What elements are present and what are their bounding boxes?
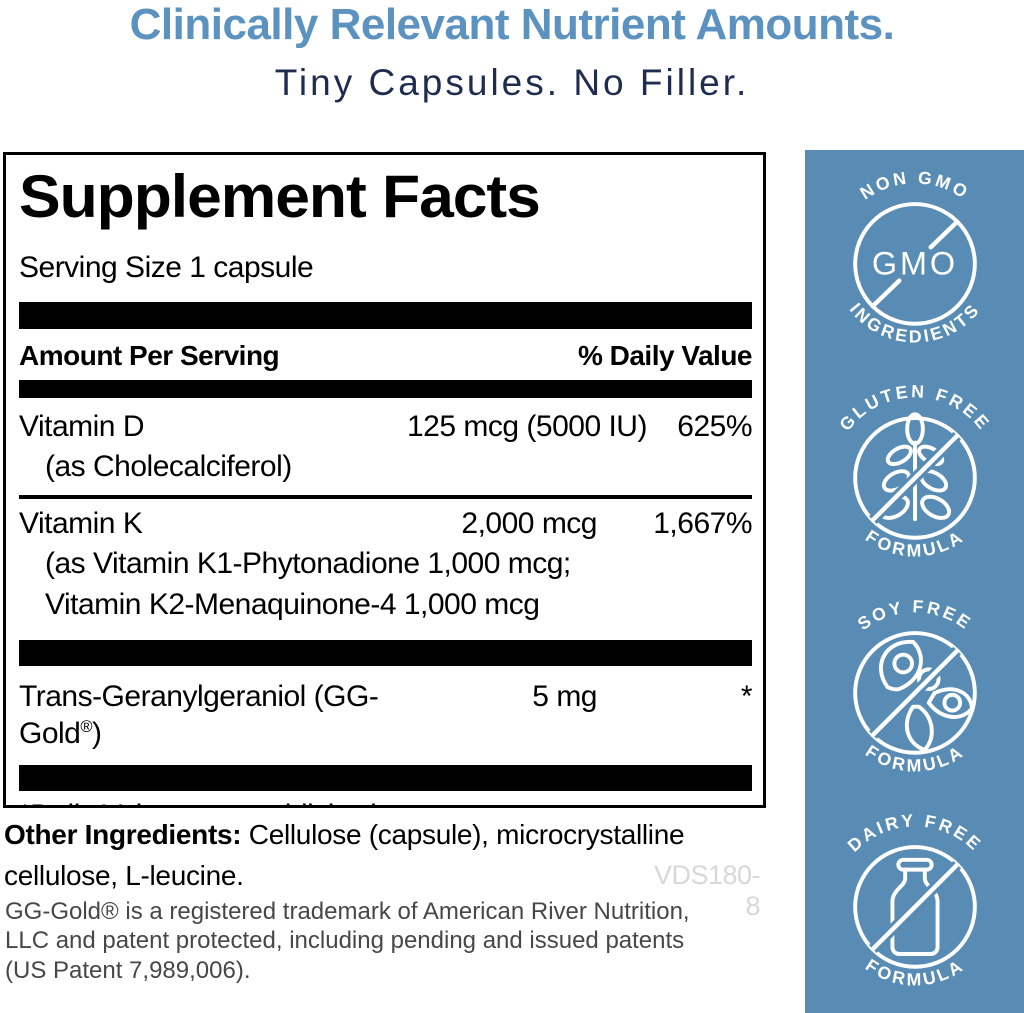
supplement-facts-panel: Supplement Facts Serving Size 1 capsule …: [3, 152, 766, 808]
headline: Clinically Relevant Nutrient Amounts.: [129, 0, 895, 49]
dairy-free-badge: DAIRY FREE FORMULA: [843, 810, 983, 990]
milk-bottle-slash-icon: [852, 844, 977, 969]
trademark-line: (US Patent 7,989,006).: [5, 956, 251, 984]
table-row-vitamin-d: Vitamin D 125 mcg (5000 IU) 625%: [19, 408, 753, 446]
svg-text:GMO: GMO: [871, 246, 957, 282]
badge-bottom-label: FORMULA: [862, 526, 965, 561]
badge-top-label: SOY FREE: [853, 596, 973, 634]
other-ingredients: Other Ingredients: Cellulose (capsule), …: [4, 815, 762, 896]
svg-text:GLUTEN FREE: GLUTEN FREE: [835, 382, 994, 435]
nutrient-source-note: Vitamin K2-Menaquinone-4 1,000 mcg: [45, 588, 540, 622]
nutrient-source-note: (as Vitamin K1-Phytonadione 1,000 mcg;: [45, 546, 571, 580]
soy-free-badge: SOY FREE FORMULA: [852, 596, 977, 775]
table-row-geranylgeraniol: Trans-Geranylgeraniol (GG-Gold®) 5 mg *: [19, 678, 753, 753]
daily-value-header: % Daily Value: [577, 339, 753, 371]
column-header-row: Amount Per Serving % Daily Value: [19, 339, 753, 373]
badge-top-label: GLUTEN FREE: [835, 382, 991, 435]
other-ingredients-text: Cellulose (capsule), microcrystalline ce…: [4, 819, 685, 891]
trademark-line: LLC and patent protected, including pend…: [5, 927, 685, 955]
daily-value-footnote: *Daily Value not established.: [19, 799, 752, 805]
wheat-slash-icon: [852, 412, 977, 541]
nutrient-amount: 2,000 mcg: [461, 507, 597, 541]
supplement-facts-title: Supplement Facts: [19, 163, 541, 230]
svg-text:SOY FREE: SOY FREE: [853, 596, 975, 634]
thin-divider-rule: [19, 495, 752, 500]
serving-size: Serving Size 1 capsule: [19, 251, 314, 284]
badge-bottom-label: FORMULA: [862, 955, 965, 990]
badge-top-label: NON GMO: [856, 167, 970, 203]
non-gmo-badge: GMO NON GMO INGREDIENTS: [845, 167, 981, 346]
svg-text:FORMULA: FORMULA: [862, 526, 968, 561]
table-row-vitamin-k: Vitamin K 2,000 mcg 1,667%: [19, 505, 753, 543]
registered-mark: ®: [80, 718, 93, 737]
thick-divider-bar: [19, 301, 752, 329]
nutrient-daily-value: 1,667%: [653, 507, 752, 541]
subheadline: Tiny Capsules. No Filler.: [274, 62, 750, 103]
nutrient-source-note: (as Cholecalciferol): [45, 449, 292, 483]
svg-text:NON GMO: NON GMO: [856, 167, 973, 203]
nutrient-amount: 5 mg: [532, 679, 597, 713]
gluten-free-badge: GLUTEN FREE FORMULA: [835, 382, 994, 561]
other-ingredients-label: Other Ingredients:: [4, 819, 242, 850]
medium-divider-bar: [19, 380, 752, 399]
nutrient-daily-value: 625%: [677, 410, 752, 444]
nutrient-name: Vitamin D: [19, 410, 145, 444]
badge-sidebar: GMO NON GMO INGREDIENTS: [805, 150, 1024, 1013]
thick-divider-bar: [19, 639, 752, 666]
product-code: VDS180-8: [653, 860, 761, 921]
thick-divider-bar: [19, 764, 752, 791]
nutrient-amount: 125 mcg (5000 IU): [407, 410, 647, 444]
gmo-circle-slash-icon: GMO: [852, 202, 977, 326]
trademark-note: GG-Gold® is a registered trademark of Am…: [5, 897, 725, 985]
soybean-slash-icon: [852, 630, 977, 755]
amount-per-serving-header: Amount Per Serving: [19, 339, 280, 371]
svg-text:FORMULA: FORMULA: [862, 955, 968, 990]
nutrient-daily-value: *: [740, 679, 753, 713]
nutrient-name: Vitamin K: [19, 507, 143, 541]
nutrient-name: Trans-Geranylgeraniol (GG-Gold®): [19, 679, 379, 751]
trademark-line: GG-Gold® is a registered trademark of Am…: [5, 898, 690, 925]
